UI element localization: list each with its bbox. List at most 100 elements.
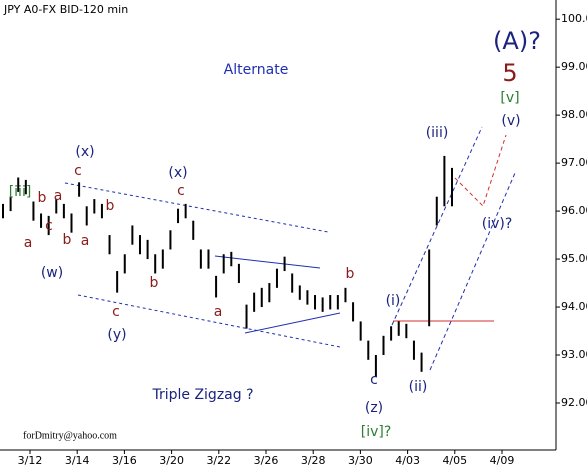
annotation: c xyxy=(112,304,120,320)
annotation: [iv]? xyxy=(361,424,392,440)
price-bar xyxy=(336,295,339,310)
price-bar xyxy=(2,203,4,219)
price-bar xyxy=(435,196,438,226)
overlays xyxy=(64,126,516,371)
annotation: c xyxy=(45,218,53,234)
price-bar xyxy=(123,254,126,274)
annotation: c xyxy=(177,183,185,199)
price-bar xyxy=(24,179,27,195)
price-bar xyxy=(154,254,157,274)
y-tick-label: 97.00 xyxy=(561,156,587,169)
price-bar xyxy=(352,302,355,322)
annotation: (z) xyxy=(365,400,383,416)
price-bar xyxy=(268,283,271,303)
price-bar xyxy=(260,287,263,308)
price-bar xyxy=(275,268,278,288)
annotation: a xyxy=(81,233,90,249)
price-bar xyxy=(306,290,309,305)
price-bar xyxy=(291,273,294,293)
price-bar xyxy=(78,182,81,197)
price-bar xyxy=(62,203,65,219)
channel-line xyxy=(391,126,483,326)
price-bar xyxy=(245,304,248,329)
annotation: b xyxy=(346,266,355,282)
price-bar xyxy=(283,256,286,272)
x-tick-label: 3/30 xyxy=(348,454,373,467)
annotation: (y) xyxy=(107,327,126,343)
price-bar xyxy=(382,335,385,356)
annotation: (i) xyxy=(386,293,401,309)
x-tick-label: 3/26 xyxy=(254,454,279,467)
annotation: (ii) xyxy=(409,379,428,395)
price-bar xyxy=(420,352,423,372)
price-bar xyxy=(367,340,370,360)
price-bar xyxy=(397,321,400,336)
triangle-line xyxy=(214,255,321,269)
x-tick-label: 3/28 xyxy=(301,454,326,467)
price-bar xyxy=(47,215,50,236)
annotation: Triple Zigzag ? xyxy=(151,387,253,403)
price-bar xyxy=(428,249,431,327)
y-tick-label: 92.00 xyxy=(561,396,587,409)
price-bar xyxy=(108,235,111,255)
y-tick-label: 95.00 xyxy=(561,252,587,265)
annotation: (x) xyxy=(168,165,187,181)
price-bar xyxy=(199,249,202,269)
x-tick-label: 4/03 xyxy=(395,454,420,467)
price-bar xyxy=(192,220,195,240)
annotation: c xyxy=(74,163,82,179)
price-bar xyxy=(451,167,453,207)
x-tick-label: 3/16 xyxy=(112,454,137,467)
x-tick-label: 4/09 xyxy=(490,454,515,467)
annotation: (v) xyxy=(501,113,520,129)
channel-line xyxy=(77,294,341,348)
annotation: b xyxy=(150,275,159,291)
price-bar xyxy=(85,206,88,226)
price-bar xyxy=(138,235,141,255)
price-bar xyxy=(222,254,225,274)
annotation: forDmitry@yahoo.com xyxy=(23,430,117,441)
price-bar xyxy=(412,340,415,360)
annotation: (w) xyxy=(41,265,63,281)
price-bar xyxy=(17,177,20,192)
price-bar xyxy=(215,275,218,298)
annotation: b xyxy=(106,198,115,214)
price-bar xyxy=(374,355,377,377)
price-bar xyxy=(253,292,256,312)
y-tick-label: 94.00 xyxy=(561,300,587,313)
price-bar xyxy=(93,199,96,214)
price-bar xyxy=(443,155,446,207)
price-bar xyxy=(116,271,119,293)
x-tick-label: 4/05 xyxy=(442,454,467,467)
price-bar xyxy=(169,230,172,250)
price-bar xyxy=(177,208,180,224)
price-bar xyxy=(32,201,35,221)
price-bar xyxy=(146,239,149,260)
price-bar xyxy=(70,213,73,233)
annotation: a xyxy=(54,188,63,204)
annotation: c xyxy=(370,372,378,388)
annotation: a xyxy=(24,235,33,251)
annotation: Alternate xyxy=(224,62,289,78)
y-tick-label: 96.00 xyxy=(561,204,587,217)
annotation: b xyxy=(63,232,72,248)
price-bar xyxy=(390,326,393,341)
channel-line xyxy=(429,172,516,371)
annotation: [v] xyxy=(500,90,519,106)
price-bar xyxy=(359,321,362,341)
x-tick-label: 3/22 xyxy=(206,454,231,467)
price-bar xyxy=(237,263,240,284)
x-tick-label: 3/20 xyxy=(159,454,184,467)
annotation: (A)? xyxy=(493,27,541,55)
y-tick-label: 93.00 xyxy=(561,348,587,361)
chart-title: JPY A0-FX BID-120 min xyxy=(3,3,128,16)
price-bar xyxy=(405,323,408,339)
channel-line xyxy=(64,182,329,233)
price-bar xyxy=(230,251,233,267)
price-bar xyxy=(184,203,187,219)
x-tick-label: 3/14 xyxy=(65,454,90,467)
price-bar xyxy=(298,285,301,300)
annotation: [iii] xyxy=(9,184,32,200)
price-bar xyxy=(40,213,43,228)
